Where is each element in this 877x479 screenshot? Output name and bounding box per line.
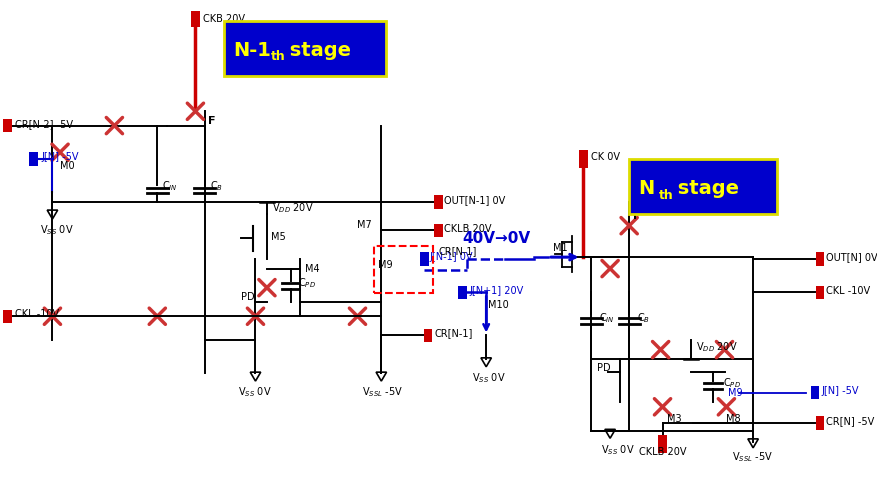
Text: CKL -10V: CKL -10V [825, 285, 870, 296]
Bar [816, 286, 824, 299]
Text: N: N [638, 179, 655, 198]
Text: F: F [208, 116, 216, 126]
Text: M9: M9 [379, 260, 393, 270]
FancyBboxPatch shape [629, 159, 777, 214]
Bar [4, 309, 12, 323]
Text: CKLB 20V: CKLB 20V [445, 224, 492, 234]
Bar [4, 119, 12, 132]
Text: V$_{DD}$ 20V: V$_{DD}$ 20V [696, 340, 738, 354]
Text: M5: M5 [271, 232, 286, 242]
Text: M10: M10 [488, 300, 509, 310]
Bar [434, 224, 443, 237]
Text: CR[N-1]: CR[N-1] [438, 246, 477, 256]
Text: CKL -10V: CKL -10V [15, 309, 60, 319]
Text: th: th [659, 189, 674, 202]
Text: V$_{SS}$ 0V: V$_{SS}$ 0V [239, 386, 272, 399]
Text: PD: PD [596, 363, 610, 373]
Text: M4: M4 [305, 263, 320, 274]
Bar [659, 435, 667, 453]
Text: M0: M0 [60, 160, 75, 171]
Text: V$_{DD}$ 20V: V$_{DD}$ 20V [272, 202, 313, 216]
Text: CK 0V: CK 0V [591, 152, 620, 162]
Bar [434, 195, 443, 208]
Text: CR[N] -5V: CR[N] -5V [825, 416, 873, 426]
Text: th: th [271, 50, 286, 63]
Text: F: F [633, 211, 640, 221]
Text: PD: PD [241, 292, 255, 302]
Text: J[N-1] 0V: J[N-1] 0V [430, 252, 474, 262]
Bar [458, 286, 467, 299]
Text: J[N+1] 20V: J[N+1] 20V [469, 285, 524, 296]
Bar [420, 252, 429, 266]
Text: J[N] -5V: J[N] -5V [42, 152, 80, 162]
Text: M3: M3 [667, 414, 682, 424]
Text: M1: M1 [553, 242, 567, 252]
Text: M7: M7 [358, 220, 372, 230]
FancyBboxPatch shape [224, 21, 386, 76]
Text: V$_{SSL}$ -5V: V$_{SSL}$ -5V [732, 450, 774, 464]
Text: C$_B$: C$_B$ [210, 180, 223, 194]
Text: CKLB 20V: CKLB 20V [638, 446, 686, 456]
Text: 40V→0V: 40V→0V [462, 230, 531, 246]
Text: C$_{PD}$: C$_{PD}$ [723, 376, 740, 390]
Text: CR[N-1]: CR[N-1] [435, 329, 473, 338]
Text: N-1: N-1 [233, 41, 272, 60]
Text: C$_{IN}$: C$_{IN}$ [599, 311, 615, 325]
Bar [424, 329, 432, 342]
Text: OUT[N-1] 0V: OUT[N-1] 0V [445, 195, 505, 205]
Text: J[N] -5V: J[N] -5V [822, 386, 859, 396]
Text: CKB 20V: CKB 20V [203, 14, 245, 24]
Text: V$_{SS}$ 0V: V$_{SS}$ 0V [472, 371, 505, 385]
Text: C$_{IN}$: C$_{IN}$ [162, 180, 178, 194]
Text: stage: stage [283, 41, 351, 60]
Bar [816, 416, 824, 430]
Text: M9: M9 [728, 388, 743, 398]
Text: C$_B$: C$_B$ [637, 311, 650, 325]
Text: V$_{SSL}$ -5V: V$_{SSL}$ -5V [362, 386, 403, 399]
Bar [29, 152, 38, 166]
Bar [816, 252, 824, 266]
Bar [191, 10, 200, 27]
Bar [579, 150, 588, 168]
Bar [810, 386, 819, 399]
Text: OUT[N] 0V: OUT[N] 0V [825, 252, 877, 262]
Text: M8: M8 [726, 414, 741, 424]
Text: C$_{PD}$: C$_{PD}$ [298, 276, 317, 290]
Text: V$_{SS}$ 0V: V$_{SS}$ 0V [40, 224, 74, 237]
Text: V$_{SS}$ 0V: V$_{SS}$ 0V [601, 443, 634, 456]
Text: CR[N-2] -5V: CR[N-2] -5V [15, 119, 74, 129]
Text: stage: stage [671, 179, 739, 198]
